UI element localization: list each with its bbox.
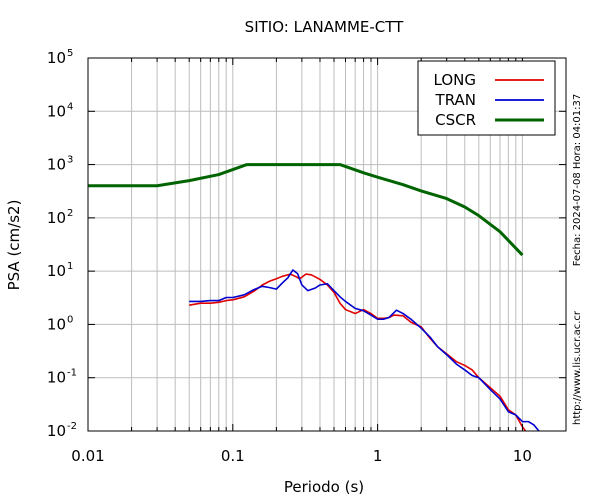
- y-axis-label: PSA (cm/s2): [5, 200, 23, 291]
- y-tick-label: 10: [47, 156, 66, 174]
- series-line-cscr: [88, 163, 524, 257]
- y-tick-label-exponent: 0: [67, 314, 73, 325]
- series-lines: [88, 163, 540, 432]
- x-tick-label: 10: [513, 447, 532, 465]
- y-tick-label: 10: [47, 315, 66, 333]
- y-tick-label-exponent: 5: [67, 48, 73, 59]
- timestamp-text: Fecha: 2024-07-08 Hora: 04:01:37: [572, 94, 583, 267]
- y-tick-label: 10: [47, 369, 66, 387]
- y-tick-label: 10: [47, 102, 66, 120]
- url-text: http://www.lis.ucr.ac.cr: [572, 310, 583, 425]
- x-tick-label: 1: [373, 447, 383, 465]
- legend-label-long: LONG: [434, 71, 476, 89]
- x-tick-label: 0.1: [221, 447, 245, 465]
- legend-label-cscr: CSCR: [435, 111, 476, 129]
- y-tick-label-exponent: 4: [67, 101, 73, 112]
- plot-frame: [87, 57, 567, 432]
- series-line-tran: [189, 269, 540, 432]
- series-line-long: [189, 273, 527, 432]
- y-tick-label-exponent: 3: [67, 155, 73, 166]
- legend-box: [417, 60, 556, 136]
- y-tick-label: 10: [47, 422, 66, 440]
- x-axis-label: Periodo (s): [284, 478, 364, 496]
- x-tick-labels: 0.01 0.1 1 10: [71, 447, 532, 465]
- legend: LONG TRAN CSCR: [417, 60, 556, 136]
- y-tick-label: 10: [47, 262, 66, 280]
- grid: [87, 57, 567, 432]
- y-tick-label-exponent: 2: [67, 208, 73, 219]
- y-tick-label-exponent: -1: [67, 368, 77, 379]
- y-tick-label: 10: [47, 49, 66, 67]
- y-tick-label-exponent: 1: [67, 261, 73, 272]
- chart-title: SITIO: LANAMME-CTT: [245, 18, 404, 36]
- x-tick-label: 0.01: [71, 447, 104, 465]
- y-tick-label: 10: [47, 209, 66, 227]
- y-tick-label-exponent: -2: [67, 421, 77, 432]
- legend-label-tran: TRAN: [435, 91, 476, 109]
